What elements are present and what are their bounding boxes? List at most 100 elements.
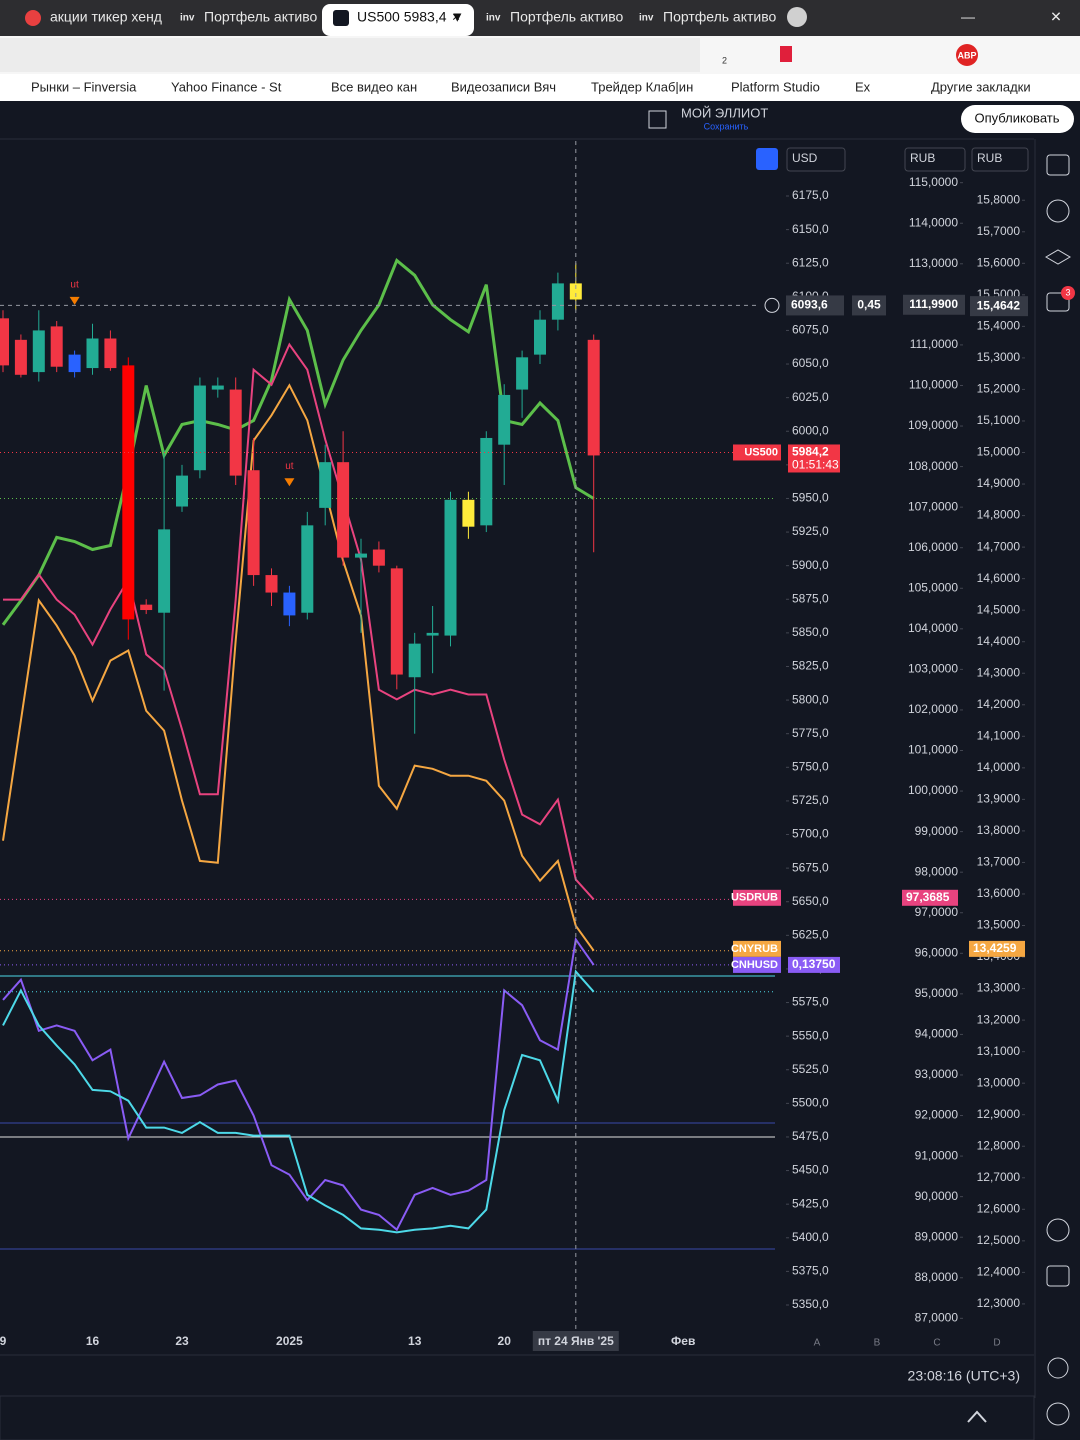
tick-label: 15,7000: [977, 224, 1021, 238]
bookmarks-bar: [0, 74, 1080, 101]
tick-label: 15,0000: [977, 445, 1021, 459]
tick-label: 5875,0: [792, 591, 829, 605]
tab-title[interactable]: Портфель активо: [204, 9, 318, 25]
tab-icon: [333, 10, 349, 26]
layout-icon[interactable]: [648, 110, 667, 129]
candle-body: [247, 470, 260, 576]
bookmark[interactable]: Видеозаписи Вяч: [451, 79, 556, 94]
address-bar[interactable]: [0, 38, 700, 72]
bookmark[interactable]: Трейдер Клаб|ин: [591, 79, 693, 94]
tick-label: 5575,0: [792, 995, 829, 1009]
tab-close[interactable]: ×: [452, 9, 460, 25]
chat-icon[interactable]: [1046, 292, 1070, 312]
chat-badge: 3: [1065, 287, 1070, 297]
bottom-panel: [0, 1395, 1035, 1440]
tick-label: 92,0000: [915, 1108, 959, 1122]
candle-body: [319, 462, 332, 508]
bookmark[interactable]: Platform Studio: [731, 79, 820, 94]
close-window[interactable]: ✕: [1050, 9, 1062, 25]
tick-label: 13,6000: [977, 886, 1021, 900]
clock: 23:08:16 (UTC+3): [908, 1368, 1020, 1384]
candle-body: [551, 283, 564, 320]
save-button[interactable]: Сохранить: [704, 121, 749, 131]
notifications-icon[interactable]: [1047, 1357, 1069, 1379]
tick-label: 5675,0: [792, 860, 829, 874]
currency[interactable]: RUB: [910, 151, 935, 165]
tick-label: 5550,0: [792, 1028, 829, 1042]
tick-label: 5850,0: [792, 625, 829, 639]
tick-label: 13,2000: [977, 1012, 1021, 1026]
pane-label: A: [814, 1338, 821, 1349]
currency[interactable]: RUB: [977, 151, 1002, 165]
minimize[interactable]: —: [961, 9, 975, 25]
pane-label: B: [874, 1338, 881, 1349]
tag-value: 0,13750: [792, 957, 836, 971]
tick-label: 6025,0: [792, 390, 829, 404]
watchlist-icon[interactable]: [1046, 154, 1070, 176]
badge: [1061, 286, 1075, 300]
tag-value: 13,4259: [973, 941, 1017, 955]
candle-body: [14, 339, 27, 375]
publish-label[interactable]: Опубликовать: [974, 110, 1059, 125]
tag-value-box: [969, 940, 1025, 957]
tick-label: 97,0000: [915, 905, 959, 919]
tick-label: 5950,0: [792, 491, 829, 505]
target-icon[interactable]: [1046, 1218, 1070, 1242]
tab-title[interactable]: Портфель активо: [510, 9, 624, 25]
tick-label: 5425,0: [792, 1196, 829, 1210]
new-tab[interactable]: [787, 7, 807, 27]
layout-name[interactable]: МОЙ ЭЛЛИОТ: [681, 105, 768, 120]
extension-icon[interactable]: [956, 44, 978, 66]
crosshair-change: 0,45: [857, 298, 881, 312]
tab-title[interactable]: US500 5983,4 ▼: [357, 9, 464, 25]
tag-name-box: [733, 940, 781, 957]
other-bookmarks[interactable]: Другие закладки: [931, 79, 1031, 94]
currency-select[interactable]: [786, 147, 846, 172]
tick-label: 12,7000: [977, 1170, 1021, 1184]
alerts-icon[interactable]: [1046, 199, 1070, 223]
tick-label: 5775,0: [792, 726, 829, 740]
candle-body: [0, 318, 9, 366]
x-tick-label: 13: [408, 1334, 422, 1348]
sync-button[interactable]: [756, 148, 778, 170]
candle-body: [516, 357, 529, 390]
indicator-line: [2, 969, 595, 1234]
bookmark[interactable]: Yahoo Finance - St: [171, 79, 282, 94]
tick-label: 13,9000: [977, 792, 1021, 806]
tick-label: 12,9000: [977, 1107, 1021, 1121]
tag-name: CNYRUB: [731, 943, 778, 955]
layers-icon[interactable]: [1045, 249, 1071, 265]
chart-toolbar: [0, 101, 1080, 138]
tick-label: 15,6000: [977, 255, 1021, 269]
bookmark[interactable]: Рынки – Finversia: [31, 79, 137, 94]
bookmark-icon[interactable]: [780, 46, 792, 62]
candle-body: [355, 553, 367, 558]
pane-label: D: [993, 1338, 1000, 1349]
crosshair-box: [786, 295, 844, 316]
tab-title[interactable]: акции тикер хенд: [50, 9, 162, 25]
tick-label: 101,0000: [908, 743, 958, 757]
currency-select[interactable]: [971, 147, 1029, 172]
active-tab[interactable]: [322, 4, 474, 36]
tick-label: 5750,0: [792, 759, 829, 773]
candle-body: [176, 475, 188, 507]
tick-label: 114,0000: [909, 215, 958, 229]
tick-label: 5900,0: [792, 558, 829, 572]
bookmark[interactable]: Ex: [855, 79, 871, 94]
tick-label: 98,0000: [915, 864, 959, 878]
calendar-icon[interactable]: [1046, 1265, 1070, 1287]
collapse-button[interactable]: [967, 1410, 987, 1423]
candle-body: [86, 338, 99, 369]
currency-select[interactable]: [904, 147, 966, 172]
bookmark[interactable]: Все видео кан: [331, 79, 417, 94]
currency[interactable]: USD: [792, 151, 818, 165]
candle-body: [265, 575, 278, 593]
help-icon[interactable]: [1046, 1402, 1070, 1426]
tab-title[interactable]: Портфель активо: [663, 9, 777, 25]
publish-button[interactable]: [961, 105, 1074, 133]
tick-label: 12,5000: [977, 1233, 1021, 1247]
tick-label: 6050,0: [792, 356, 829, 370]
pane-label: C: [933, 1338, 940, 1349]
candle-body: [587, 339, 600, 456]
